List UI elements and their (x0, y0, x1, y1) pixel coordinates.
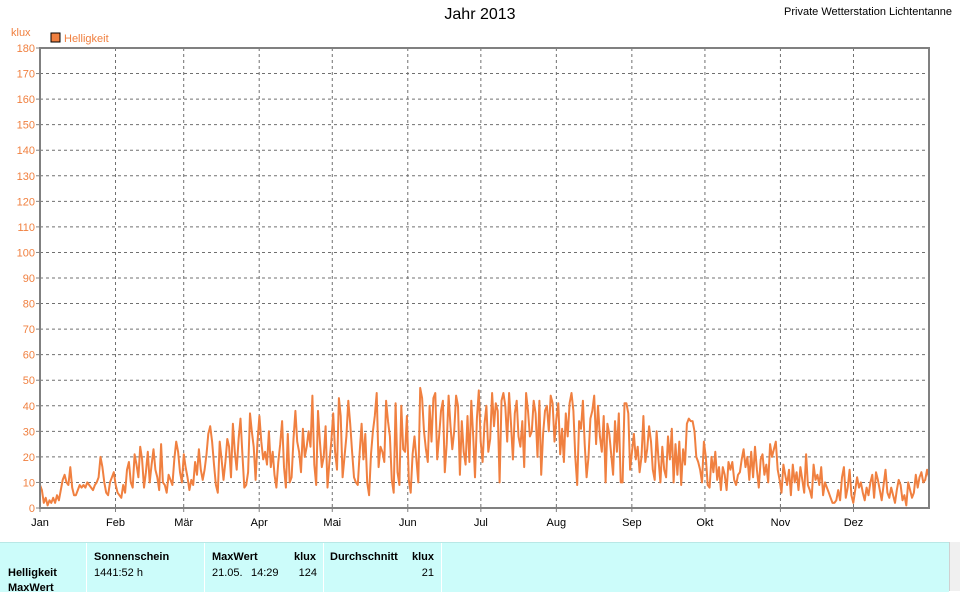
max-time: 14:29 (251, 567, 279, 579)
y-axis-ticks: 0 10 20 30 40 50 60 70 80 90 100 110 120 130 140 150 160… (17, 43, 40, 515)
y-tick-label: 50 (23, 375, 35, 387)
sunshine-value: 1441:52 h (94, 567, 143, 579)
series-line-helligkeit (39, 386, 930, 507)
brightness-chart: 0 10 20 30 40 50 60 70 80 90 100 110 120 130 140 150 160… (11, 27, 930, 529)
max-unit: klux (294, 551, 317, 563)
stats-separator (441, 543, 442, 592)
x-tick-label: Sep (622, 517, 642, 529)
x-tick-label: Mär (174, 517, 193, 529)
x-tick-label: Apr (251, 517, 268, 529)
station-name: Private Wetterstation Lichtentanne (784, 6, 952, 18)
sunshine-header: Sonnenschein (94, 551, 170, 563)
stats-row-label-maxwert: MaxWert (8, 582, 54, 594)
stats-row-label-helligkeit: Helligkeit (8, 567, 57, 579)
stats-separator (204, 543, 205, 592)
y-tick-label: 40 (23, 401, 35, 413)
y-tick-label: 150 (17, 120, 35, 132)
y-tick-label: 0 (29, 503, 35, 515)
plot-frame (39, 47, 930, 509)
y-tick-label: 120 (17, 196, 35, 208)
max-value: 124 (298, 567, 317, 579)
max-header: MaxWert (212, 551, 258, 563)
statistics-panel: Helligkeit MaxWert Sonnenschein 1441:52 … (0, 542, 949, 594)
series-layer (39, 386, 930, 507)
y-tick-label: 160 (17, 94, 35, 106)
y-tick-label: 130 (17, 171, 35, 183)
average-value: 21 (421, 567, 434, 579)
y-tick-label: 170 (17, 69, 35, 81)
stats-separator (323, 543, 324, 592)
y-tick-label: 180 (17, 43, 35, 55)
y-tick-label: 100 (17, 247, 35, 259)
x-tick-label: Jan (31, 517, 49, 529)
max-date: 21.05. (212, 567, 243, 579)
x-axis-ticks: Jan Feb Mär Apr Mai Jun Jul Aug Sep Okt Nov Dez (31, 508, 863, 529)
stats-separator (86, 543, 87, 592)
chart-title: Jahr 2013 (444, 6, 516, 23)
vertical-scrollbar[interactable] (949, 542, 960, 591)
x-tick-label: Jun (399, 517, 417, 529)
y-tick-label: 80 (23, 299, 35, 311)
x-tick-label: Aug (547, 517, 567, 529)
y-tick-label: 60 (23, 350, 35, 362)
x-tick-label: Okt (696, 517, 713, 529)
x-tick-label: Feb (106, 517, 125, 529)
y-tick-label: 90 (23, 273, 35, 285)
y-tick-label: 30 (23, 426, 35, 438)
x-tick-label: Nov (771, 517, 791, 529)
average-unit: klux (412, 551, 435, 563)
y-tick-label: 20 (23, 452, 35, 464)
y-tick-label: 10 (23, 477, 35, 489)
y-tick-label: 70 (23, 324, 35, 336)
x-tick-label: Mai (323, 517, 341, 529)
legend-swatch (50, 32, 61, 43)
grid-lines (40, 48, 929, 508)
legend-label-helligkeit: Helligkeit (64, 33, 109, 45)
y-axis-label: klux (11, 27, 31, 39)
y-tick-label: 110 (17, 222, 35, 234)
x-tick-label: Jul (474, 517, 488, 529)
y-tick-label: 140 (17, 145, 35, 157)
average-header: Durchschnitt (330, 551, 398, 563)
x-tick-label: Dez (844, 517, 864, 529)
